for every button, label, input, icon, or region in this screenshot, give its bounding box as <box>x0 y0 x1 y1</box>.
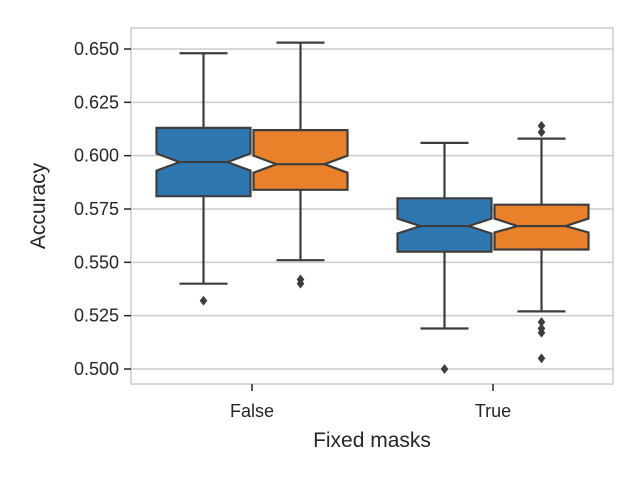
y-tick-label: 0.650 <box>74 39 119 59</box>
box-groups <box>155 41 590 375</box>
y-tick-label: 0.550 <box>74 252 119 272</box>
outlier-point <box>537 327 546 338</box>
outlier-point <box>199 295 208 306</box>
y-tick-label: 0.625 <box>74 92 119 112</box>
box-false-series-1 <box>155 52 252 306</box>
box-true-series-2 <box>493 120 590 364</box>
x-axis-ticks: False True <box>230 384 511 421</box>
notched-box <box>252 129 349 191</box>
y-tick-label: 0.525 <box>74 306 119 326</box>
x-axis-label: Fixed masks <box>313 429 431 452</box>
outlier-point <box>440 363 449 375</box>
outlier-point <box>537 120 546 131</box>
outlier-point <box>296 278 305 289</box>
box-false-series-2 <box>252 41 349 289</box>
y-axis-ticks: 0.500 0.525 0.550 0.575 0.600 0.625 0.650 <box>74 39 131 379</box>
outlier-point <box>537 127 546 138</box>
y-tick-label: 0.575 <box>74 199 119 219</box>
outlier-point <box>537 353 546 364</box>
y-tick-label: 0.500 <box>74 359 119 379</box>
x-tick-label: False <box>230 401 274 421</box>
y-axis-label: Accuracy <box>27 162 50 249</box>
y-tick-label: 0.600 <box>74 146 119 166</box>
box-true-series-1 <box>396 141 493 375</box>
x-tick-label: True <box>475 401 511 421</box>
